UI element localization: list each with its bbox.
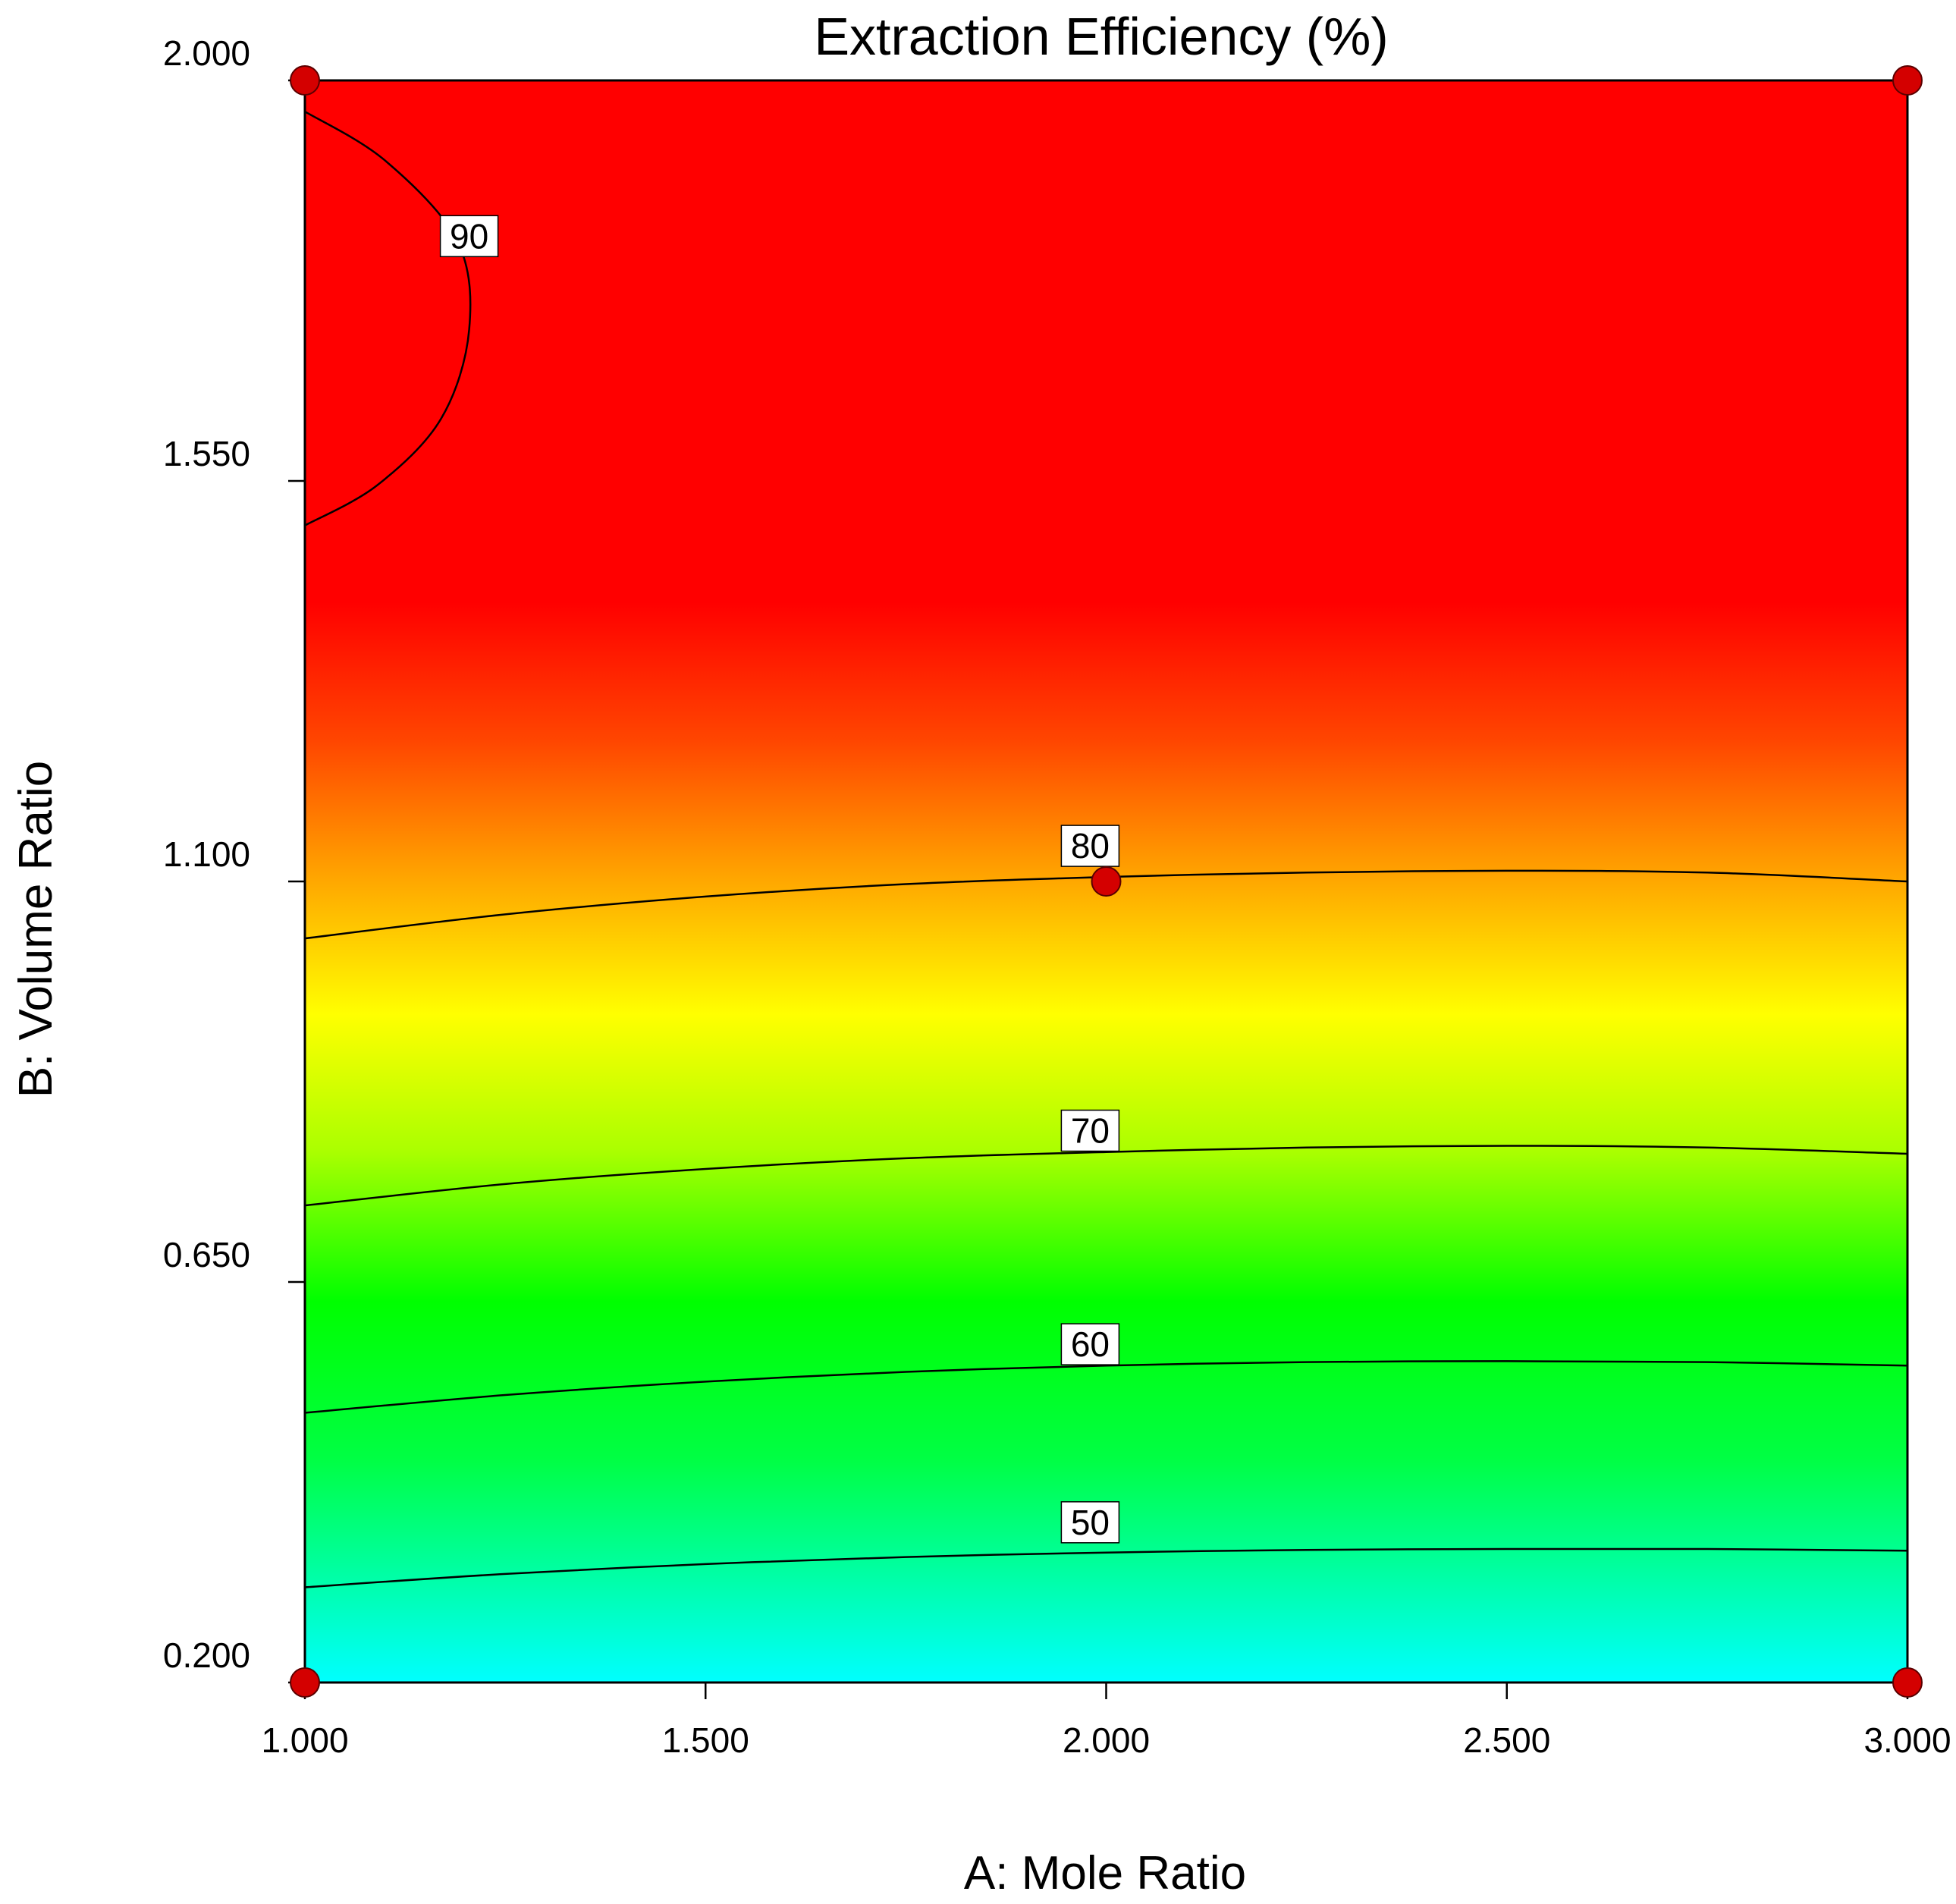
contour-line-90 [305,111,472,526]
contour-label-text: 90 [450,216,488,256]
contour-line-60 [305,1360,1907,1414]
contour-line-70 [305,1145,1907,1207]
contour-line-50 [305,1547,1907,1588]
x-axis-title: A: Mole Ratio [964,1847,1246,1899]
x-tick-label: 2.000 [1063,1720,1150,1760]
contour-label-text: 50 [1071,1503,1110,1542]
contour-label-50: 50 [1060,1501,1120,1544]
y-tick-label: 1.550 [163,434,250,473]
y-tick-label: 2.000 [163,33,250,73]
design-point [290,65,320,96]
x-axis: 1.000 1.500 2.000 2.500 3.000 [261,1682,1951,1760]
contour-label-box [1060,1109,1120,1152]
chart-title: Extraction Efficiency (%) [814,7,1388,66]
contour-label-80: 80 [1060,825,1120,867]
x-tick-label: 2.500 [1463,1720,1550,1760]
contour-label-text: 60 [1071,1324,1110,1364]
contour-label-text: 80 [1071,826,1110,866]
y-tick-label: 1.100 [163,834,250,874]
contour-label-box [1060,825,1120,867]
design-point [290,1667,320,1698]
x-tick-label: 1.500 [662,1720,749,1760]
y-axis: 0.200 0.650 1.100 1.550 2.000 [163,33,305,1684]
contour-label-box [439,215,499,258]
y-tick-label: 0.650 [163,1235,250,1274]
design-point [1892,65,1923,96]
contour-label-70: 70 [1060,1109,1120,1152]
y-tick-label: 0.200 [163,1635,250,1675]
contour-label-box [1060,1323,1120,1365]
contour-label-90: 90 [439,215,499,258]
x-tick-label: 1.000 [261,1720,348,1760]
design-points [290,65,1923,1698]
contour-labels: 90 80 70 60 50 [439,215,1120,1544]
x-tick-label: 3.000 [1863,1720,1951,1760]
y-axis-title: B: Volume Ratio [10,761,62,1098]
contour-label-60: 60 [1060,1323,1120,1365]
design-point [1892,1667,1923,1698]
design-point [1091,866,1122,897]
contour-label-box [1060,1501,1120,1544]
contour-label-text: 70 [1071,1111,1110,1151]
